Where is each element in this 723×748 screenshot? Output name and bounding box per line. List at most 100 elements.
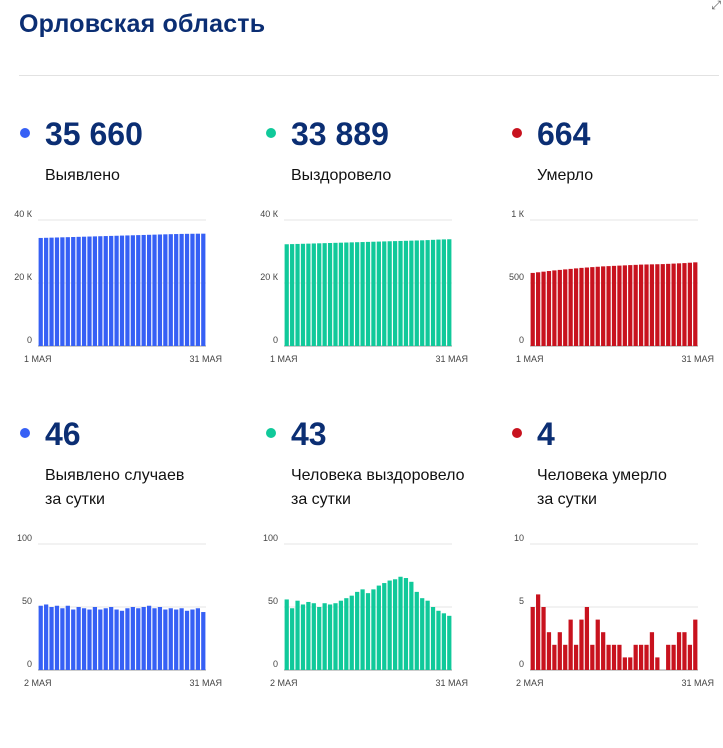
bar [136, 235, 141, 346]
bar [98, 609, 103, 670]
bar [300, 243, 306, 346]
bar [563, 269, 568, 346]
y-tick-label: 0 [519, 335, 524, 345]
stat-panel: 33 889 Выздоровело 0 20 К 40 К 1 МАЯ 31 МАЯ [260, 118, 506, 448]
y-tick-label: 5 [519, 596, 524, 606]
bar [141, 607, 146, 670]
expand-icon[interactable]: ⤢ [711, 0, 721, 12]
bar [174, 609, 179, 670]
bar-chart: 0 500 1 К 1 МАЯ 31 МАЯ [509, 209, 714, 364]
stat-panel: 46 Выявлено случаев за сутки 0 50 100 2 МАЯ 31 … [17, 418, 260, 748]
bar [130, 607, 135, 670]
bar [179, 233, 184, 346]
bar [382, 241, 387, 346]
bar [611, 644, 617, 670]
bar [344, 242, 349, 346]
bar [136, 608, 141, 670]
bar [409, 581, 414, 670]
bar [557, 632, 562, 670]
bar [44, 237, 49, 346]
bar [693, 619, 698, 670]
bar [190, 233, 195, 346]
bar [355, 591, 360, 670]
y-tick-label: 20 К [260, 272, 279, 282]
x-tick-label-end: 31 МАЯ [435, 678, 468, 688]
bar [666, 263, 671, 346]
y-tick-label: 50 [22, 596, 32, 606]
bar [76, 236, 81, 346]
bar [398, 576, 403, 670]
stat-label: Человека умерло [537, 467, 667, 484]
bar [295, 243, 300, 346]
stat-value: 4 [537, 416, 555, 452]
bar [109, 607, 114, 670]
bar [60, 608, 65, 670]
y-tick-label: 100 [17, 533, 32, 543]
bar [573, 268, 579, 346]
bar [103, 608, 108, 670]
bar [327, 243, 333, 346]
bar [595, 619, 600, 670]
bar [671, 644, 676, 670]
bar [306, 243, 311, 347]
stat-label: Умерло [537, 167, 594, 184]
bar [311, 243, 316, 346]
bar [414, 240, 419, 346]
bar [611, 265, 617, 346]
x-tick-label-end: 31 МАЯ [435, 354, 468, 364]
x-tick-label-start: 2 МАЯ [516, 678, 544, 688]
bar [392, 241, 398, 346]
bar [114, 609, 119, 670]
bar [103, 236, 108, 346]
bar [655, 657, 660, 670]
bar [425, 240, 430, 346]
bar [590, 267, 595, 346]
y-tick-label: 50 [268, 596, 278, 606]
bar [190, 609, 195, 670]
bar [628, 265, 633, 346]
bar [360, 242, 365, 346]
bar [436, 239, 441, 346]
bar [655, 264, 660, 346]
bar-chart: 0 50 100 2 МАЯ 31 МАЯ [17, 533, 222, 688]
bar [355, 242, 360, 346]
stat-label: Выявлено [45, 167, 120, 184]
bar [601, 266, 606, 346]
bar [174, 234, 179, 346]
y-tick-label: 0 [273, 335, 278, 345]
bar [119, 610, 125, 670]
bar [322, 243, 327, 346]
bar [579, 619, 584, 670]
bar [420, 598, 425, 670]
bar [552, 644, 557, 670]
bar [201, 612, 206, 670]
bar [38, 237, 43, 346]
bar [579, 267, 584, 346]
x-tick-label-start: 1 МАЯ [270, 354, 298, 364]
bar [168, 608, 173, 670]
bar [311, 603, 316, 670]
bar [146, 605, 152, 670]
bar [98, 236, 103, 346]
bar [682, 632, 687, 670]
bar [306, 601, 311, 670]
bar [81, 608, 87, 670]
bar [54, 605, 60, 670]
bar [119, 235, 125, 346]
bar [163, 234, 168, 346]
bar [590, 644, 595, 670]
bar [349, 242, 354, 346]
bar [622, 657, 627, 670]
bar-chart: 0 20 К 40 К 1 МАЯ 31 МАЯ [14, 209, 222, 364]
y-tick-label: 0 [519, 659, 524, 669]
bar [584, 267, 590, 346]
bar [638, 644, 644, 670]
bar [317, 243, 322, 346]
bar [157, 234, 163, 346]
bar [403, 578, 409, 670]
bar [179, 608, 184, 670]
bar [81, 236, 87, 346]
bar [617, 265, 622, 346]
bar [376, 585, 381, 670]
bar [333, 242, 338, 346]
